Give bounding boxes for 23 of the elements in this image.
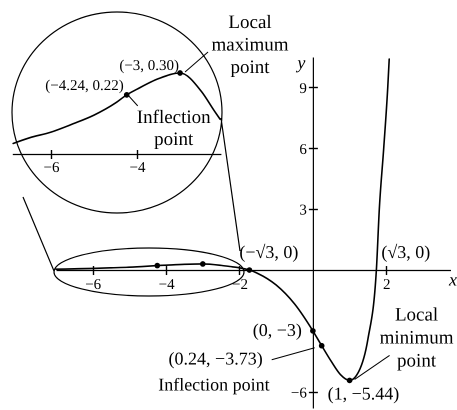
y-tick-label: −6 [290,385,308,402]
x-tick-label: −4 [130,160,146,176]
x-tick-label: 2 [383,277,391,294]
point [310,328,316,334]
annotation: (0.24, −3.73) [168,348,263,369]
y-tick-label: 3 [299,202,307,219]
point [346,378,352,384]
annotation: (−4.24, 0.22) [45,78,124,94]
y-tick-label: 9 [299,80,307,97]
annotation: Local minimum point [380,304,454,372]
annotation: (1, −5.44) [328,383,400,404]
annotation: (0, −3) [252,320,302,340]
y-tick-label: 6 [299,142,308,158]
annotation: (−√3, 0) [239,242,298,262]
annotation: (−3, 0.30) [119,58,180,74]
point [246,267,252,273]
x-axis-title: x [448,270,457,290]
annotation: Inflection point [158,374,270,395]
point [318,342,325,349]
annotation: Inflection point [136,106,212,150]
y-axis-title: y [295,52,306,72]
annotation: Local maximum point [212,12,289,78]
annotation: (√3, 0) [381,242,430,262]
